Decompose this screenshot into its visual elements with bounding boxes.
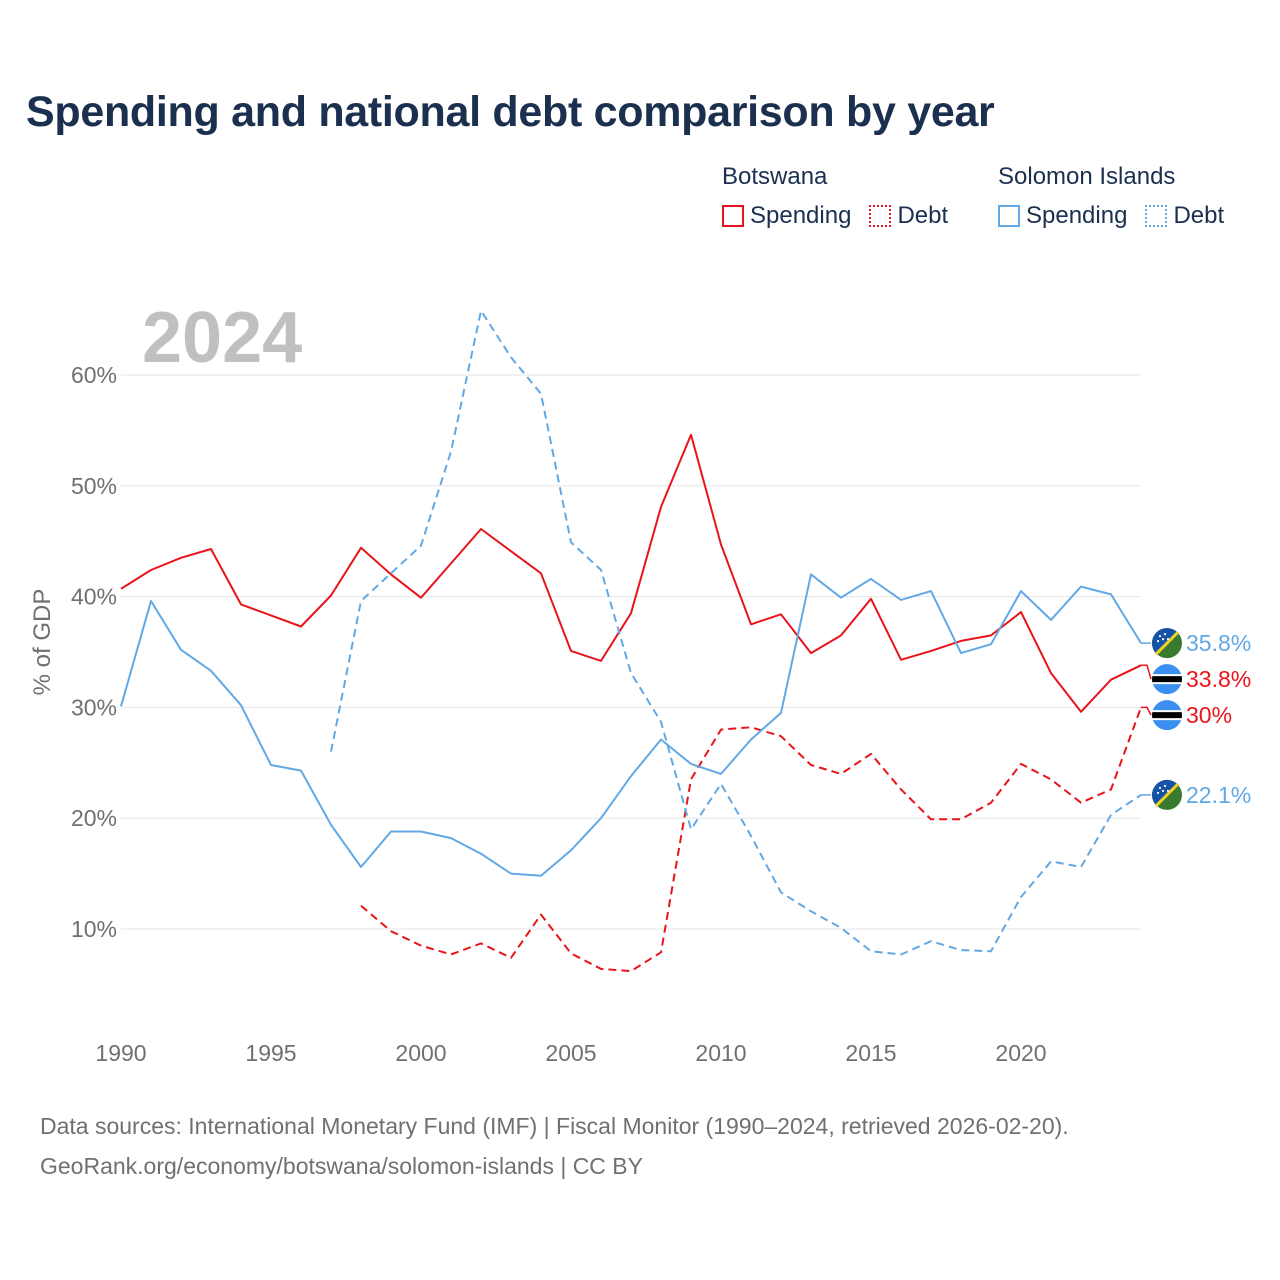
solomon-islands-spending-line	[120, 573, 1142, 877]
footer: Data sources: International Monetary Fun…	[40, 1106, 1069, 1186]
x-tick-label: 1995	[245, 1040, 296, 1066]
legend-label: Spending	[750, 202, 852, 229]
solomon-islands-flag-icon	[1152, 628, 1182, 659]
x-tick-label: 2010	[695, 1040, 746, 1066]
end-connector	[1141, 664, 1152, 680]
legend-country-name: Solomon Islands	[998, 163, 1176, 190]
botswana-flag-icon	[1152, 664, 1182, 695]
y-axis-label: % of GDP	[29, 589, 56, 696]
chart-title: Spending and national debt comparison by…	[26, 88, 995, 136]
legend-botswana: Botswana Spending Debt	[722, 160, 948, 230]
legend-botswana-debt[interactable]: Debt	[869, 202, 948, 230]
legend-botswana-spending[interactable]: Spending	[722, 202, 851, 230]
x-tick-label: 2020	[995, 1040, 1046, 1066]
end-value-label: 22.1%	[1186, 782, 1251, 808]
end-value-label: 35.8%	[1186, 630, 1251, 656]
y-tick-label: 30%	[71, 694, 117, 720]
x-tick-label: 1990	[95, 1040, 146, 1066]
x-tick-label: 2000	[395, 1040, 446, 1066]
y-tick-label: 50%	[71, 473, 117, 499]
legend-label: Spending	[1026, 202, 1128, 229]
dotted-swatch-icon	[1145, 205, 1168, 227]
line-chart: 2024 10% 20% 30% 40% 50% 60% 1990 1995 2000 2005 2…	[29, 298, 1251, 1066]
legend-label: Debt	[1173, 202, 1225, 229]
attribution-text: GeoRank.org/economy/botswana/solomon-isl…	[40, 1153, 643, 1179]
end-value-label: 33.8%	[1186, 666, 1251, 692]
botswana-debt-line	[360, 707, 1142, 973]
data-sources-text: Data sources: International Monetary Fun…	[40, 1113, 1069, 1139]
botswana-flag-icon	[1152, 700, 1182, 731]
year-watermark: 2024	[142, 298, 302, 378]
botswana-spending-line	[120, 433, 1142, 713]
end-value-label: 30%	[1186, 702, 1232, 728]
legend-label: Debt	[897, 202, 949, 229]
solid-swatch-icon	[998, 205, 1020, 227]
legend-solomon-islands: Solomon Islands Spending Debt	[998, 160, 1224, 230]
solid-swatch-icon	[722, 205, 744, 227]
x-tick-label: 2015	[845, 1040, 896, 1066]
legend-solomon-spending[interactable]: Spending	[998, 202, 1127, 230]
legend-solomon-debt[interactable]: Debt	[1145, 202, 1224, 230]
dotted-swatch-icon	[869, 205, 892, 227]
end-connector	[1141, 706, 1152, 716]
solomon-islands-flag-icon	[1152, 779, 1182, 810]
y-tick-label: 20%	[71, 805, 117, 831]
x-tick-label: 2005	[545, 1040, 596, 1066]
legend-country-name: Botswana	[722, 163, 828, 190]
solomon-islands-debt-line	[330, 309, 1142, 956]
y-tick-label: 10%	[71, 916, 117, 942]
y-tick-label: 40%	[71, 584, 117, 610]
y-tick-label: 60%	[71, 362, 117, 388]
